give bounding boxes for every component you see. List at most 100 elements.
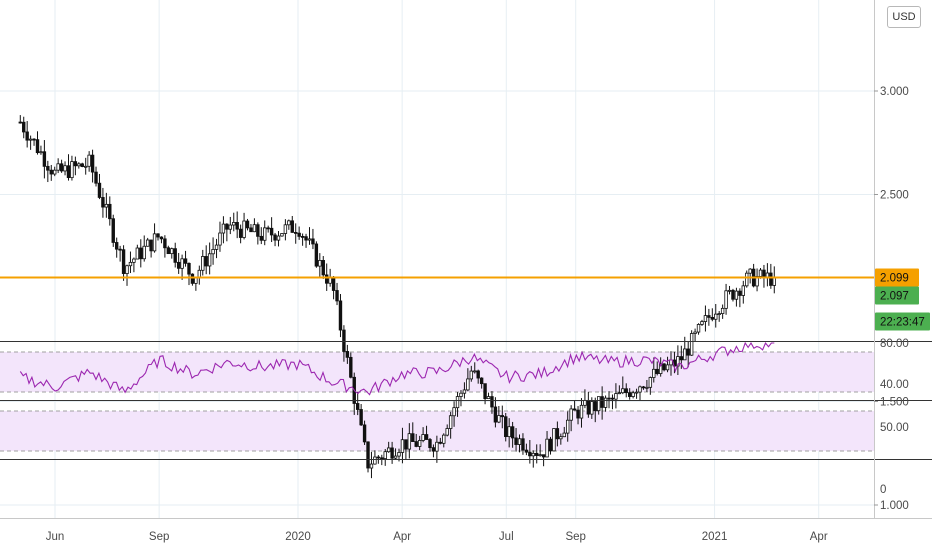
candle — [610, 397, 615, 400]
candle — [448, 415, 453, 429]
candle — [614, 393, 618, 400]
pane-separators[interactable] — [0, 0, 932, 519]
candle — [318, 260, 322, 267]
time-tick-label: Apr — [810, 531, 828, 543]
candle — [720, 307, 725, 314]
candle — [541, 454, 546, 458]
candle — [152, 233, 157, 252]
candle — [97, 182, 102, 198]
candle — [325, 274, 329, 284]
candle — [338, 300, 343, 331]
candle — [459, 392, 463, 397]
candle — [245, 220, 250, 229]
candle — [376, 456, 381, 459]
candle — [617, 392, 622, 395]
rsi-tick-label: 40.00 — [880, 379, 909, 391]
candle — [607, 397, 611, 400]
candle — [28, 138, 33, 141]
candle — [407, 433, 412, 450]
candle — [566, 419, 570, 434]
candle — [22, 121, 26, 133]
candle — [280, 233, 284, 237]
candle — [142, 245, 146, 260]
candle — [714, 313, 718, 320]
candle — [39, 151, 43, 154]
candle — [707, 315, 711, 318]
candle — [173, 248, 177, 263]
candle — [679, 356, 684, 361]
candle — [758, 269, 763, 277]
candle — [545, 438, 549, 458]
candle — [621, 388, 625, 394]
candle — [486, 396, 491, 400]
candle — [349, 356, 353, 378]
candle — [373, 456, 377, 465]
candle — [221, 223, 226, 234]
candle — [166, 247, 171, 255]
candle — [56, 163, 60, 171]
candle — [497, 415, 501, 423]
candle — [163, 238, 167, 249]
candle — [590, 401, 594, 415]
candle — [411, 433, 415, 442]
candle — [321, 260, 325, 276]
time-tick-label: Apr — [393, 531, 411, 543]
price-tick-label: 2.500 — [880, 190, 909, 202]
candle — [665, 364, 670, 371]
candle — [521, 438, 525, 451]
candle — [404, 439, 408, 450]
time-tick-label: Jul — [499, 531, 514, 543]
time-tick-label: 2021 — [702, 531, 728, 543]
candle — [686, 348, 690, 356]
candle — [528, 451, 532, 457]
candle — [176, 261, 181, 269]
candle — [46, 165, 50, 171]
candle — [218, 232, 222, 246]
time-tick-label: Sep — [149, 531, 169, 543]
candle — [593, 401, 597, 412]
last-price-badge — [875, 286, 919, 305]
candle — [290, 220, 294, 233]
candle — [259, 235, 263, 241]
candle — [648, 377, 653, 388]
candle — [583, 399, 587, 406]
candle — [304, 236, 308, 241]
candle — [603, 397, 608, 408]
candle — [335, 290, 339, 302]
candle — [435, 441, 439, 452]
candle — [66, 165, 71, 179]
candle — [269, 227, 274, 236]
candle — [194, 277, 198, 284]
candle — [652, 368, 656, 378]
candle — [297, 232, 301, 237]
candle — [238, 228, 243, 238]
candle — [517, 438, 522, 445]
candle — [77, 163, 81, 167]
candle — [431, 447, 436, 452]
candle — [455, 396, 460, 409]
countdown-badge — [875, 312, 930, 331]
candle — [586, 399, 591, 415]
candle — [469, 370, 474, 380]
candle — [300, 236, 305, 238]
price-axis[interactable]: 3.5003.0002.5001.5001.00080.0040.0050.00… — [874, 0, 909, 512]
candle — [538, 454, 542, 457]
price-tick-label: 1.000 — [880, 500, 909, 512]
time-axis[interactable]: Jun Sep 2020 Apr Jul Sep 2021 Apr — [46, 531, 828, 543]
currency-button[interactable]: USD — [887, 6, 921, 28]
candle — [662, 363, 666, 371]
candle — [84, 165, 88, 168]
candle — [276, 235, 281, 241]
candle — [493, 406, 498, 423]
candle — [235, 222, 239, 230]
candle — [104, 203, 109, 208]
candle — [576, 409, 580, 419]
candle — [741, 285, 745, 296]
candle — [187, 262, 191, 275]
candle — [552, 428, 556, 452]
candle — [500, 415, 504, 418]
candle — [145, 239, 150, 247]
candle — [183, 258, 188, 264]
price-tick-label: 3.000 — [880, 86, 909, 98]
